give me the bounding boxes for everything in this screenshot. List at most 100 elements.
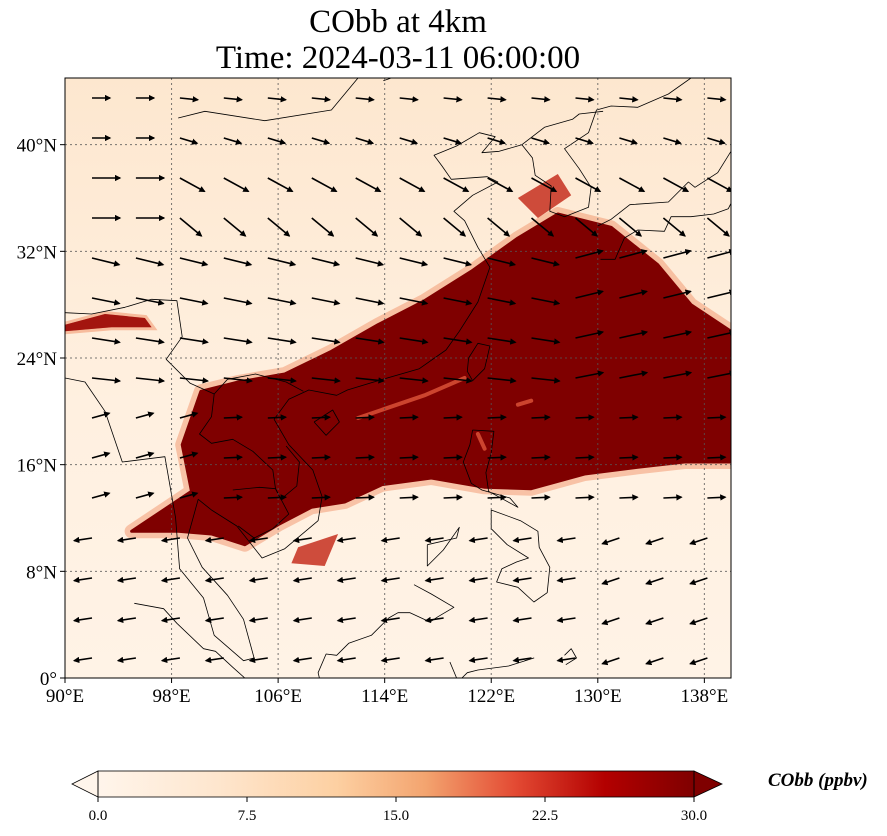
wind-vector <box>311 414 331 421</box>
wind-vector <box>135 377 166 384</box>
wind-vector <box>116 656 137 664</box>
wind-vector <box>689 577 708 586</box>
wind-vector <box>267 337 297 345</box>
wind-vector <box>663 370 693 379</box>
wind-vector <box>72 616 93 624</box>
plume-hotspot <box>517 174 572 218</box>
wind-vector <box>575 454 595 461</box>
coastline <box>564 648 577 666</box>
wind-vector <box>663 414 683 421</box>
wind-vector <box>619 370 649 379</box>
wind-vector <box>707 329 731 339</box>
wind-vector <box>116 536 137 544</box>
wind-vector <box>399 377 429 384</box>
wind-vector <box>443 494 463 501</box>
wind-vector <box>91 411 111 419</box>
wind-vector <box>618 217 642 237</box>
wind-vector <box>556 536 576 544</box>
wind-vector <box>707 370 731 379</box>
wind-vector <box>179 177 206 193</box>
wind-vector <box>575 370 605 379</box>
wind-vector <box>468 576 488 584</box>
colorbar: 0.0 7.5 15.0 22.5 30.0 <box>71 770 723 824</box>
wind-vector <box>292 616 312 624</box>
coastline <box>65 132 523 662</box>
wind-vector <box>91 451 111 459</box>
wind-vector <box>663 494 683 501</box>
wind-vector <box>160 656 181 664</box>
longitude-tick-label: 106°E <box>254 686 302 707</box>
wind-vector <box>179 377 209 384</box>
wind-vector <box>292 536 312 544</box>
wind-vector <box>556 656 576 664</box>
map-plot-area <box>65 78 731 678</box>
map-frame <box>64 77 732 679</box>
wind-vector <box>223 454 244 461</box>
wind-vector <box>91 491 111 499</box>
wind-vector <box>487 96 507 103</box>
wind-vector <box>575 289 604 299</box>
wind-vector <box>443 297 473 306</box>
longitude-tick-label: 114°E <box>361 686 408 707</box>
wind-vector <box>556 616 576 624</box>
gridline-layer <box>65 78 731 678</box>
wind-vector <box>355 96 375 103</box>
wind-vector <box>707 454 727 461</box>
wind-vector <box>223 257 253 267</box>
wind-vector <box>135 337 165 345</box>
wind-vector <box>336 576 356 584</box>
wind-vector <box>707 137 726 145</box>
wind-vector <box>619 289 648 299</box>
wind-vector <box>663 137 682 145</box>
wind-vector <box>601 657 620 666</box>
wind-vector <box>72 576 93 584</box>
plume-streak <box>515 398 534 407</box>
wind-vector <box>399 454 419 461</box>
wind-vector <box>179 451 199 459</box>
wind-vector <box>267 454 288 461</box>
plume-tongue <box>65 314 152 332</box>
plume-hotspot <box>291 534 339 566</box>
wind-vector <box>380 616 400 624</box>
wind-vector <box>160 536 181 544</box>
wind-vector <box>689 537 708 546</box>
coastline <box>426 526 460 567</box>
wind-vector <box>179 491 199 499</box>
colorbar-tick-label: 0.0 <box>89 808 108 824</box>
wind-vector <box>355 137 375 145</box>
wind-vector <box>267 177 294 193</box>
wind-vector <box>530 217 555 237</box>
wind-vector <box>267 96 287 103</box>
wind-vector <box>311 257 341 267</box>
longitude-tick-label: 122°E <box>467 686 515 707</box>
wind-vector <box>443 217 467 237</box>
wind-vector <box>336 616 356 624</box>
coastline-layer <box>65 78 731 678</box>
wind-vector <box>116 616 137 624</box>
wind-vector <box>135 257 165 267</box>
wind-vector <box>160 616 181 624</box>
wind-vector <box>645 537 664 546</box>
wind-vector <box>399 257 429 267</box>
wind-vector <box>512 656 532 664</box>
coastline <box>490 509 551 603</box>
wind-vector <box>311 217 335 237</box>
wind-vector <box>399 297 429 306</box>
wind-vector <box>311 377 341 384</box>
wind-vector <box>223 137 243 145</box>
wind-vector <box>575 414 595 421</box>
wind-vector <box>223 297 253 306</box>
wind-vector <box>601 577 620 586</box>
wind-vector <box>204 576 224 584</box>
wind-vector <box>311 454 331 461</box>
wind-vector <box>380 656 400 664</box>
wind-vector <box>619 137 638 145</box>
wind-vector <box>663 96 683 103</box>
wind-vector <box>355 414 375 421</box>
wind-vector <box>645 577 664 586</box>
wind-vector <box>248 616 268 624</box>
colorbar-min-extend-arrow <box>71 770 99 798</box>
colorbar-tick-label: 7.5 <box>238 808 257 824</box>
wind-vector <box>223 337 253 345</box>
longitude-tick-label: 90°E <box>46 686 84 707</box>
